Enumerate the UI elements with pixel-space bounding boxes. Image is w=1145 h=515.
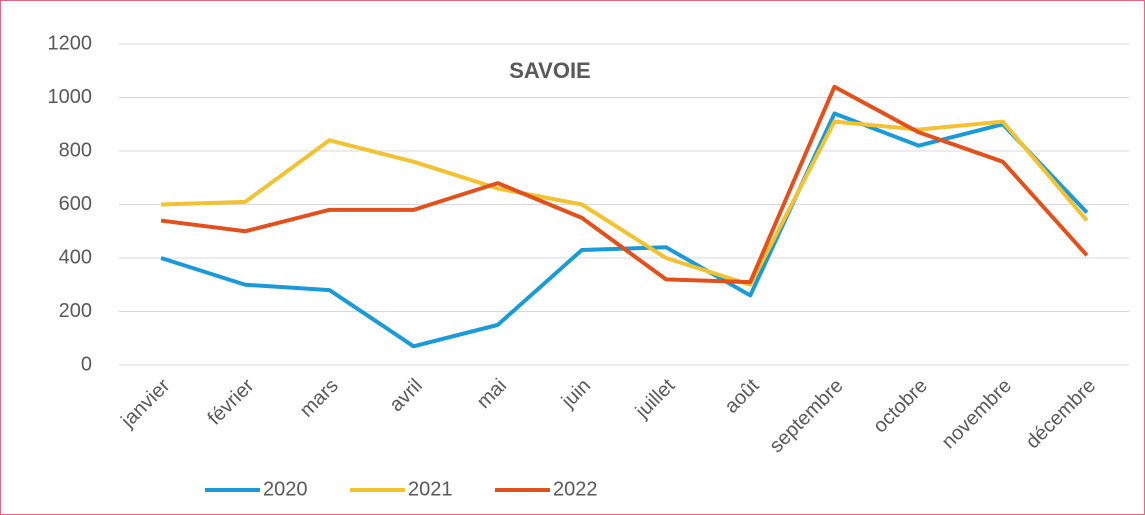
y-tick-label: 800: [59, 139, 92, 161]
chart-title: SAVOIE: [509, 58, 591, 83]
y-tick-label: 1200: [48, 32, 93, 54]
y-tick-label: 400: [59, 246, 92, 268]
line-series: [161, 119, 1089, 287]
y-tick-label: 1000: [48, 86, 93, 108]
line-series: [160, 84, 1089, 285]
y-tick-label: 0: [81, 353, 92, 375]
y-tick-label: 600: [59, 193, 92, 215]
legend-label: 2021: [408, 478, 453, 500]
y-tick-label: 200: [59, 300, 92, 322]
legend-label: 2022: [553, 478, 598, 500]
legend-label: 2020: [263, 478, 308, 500]
